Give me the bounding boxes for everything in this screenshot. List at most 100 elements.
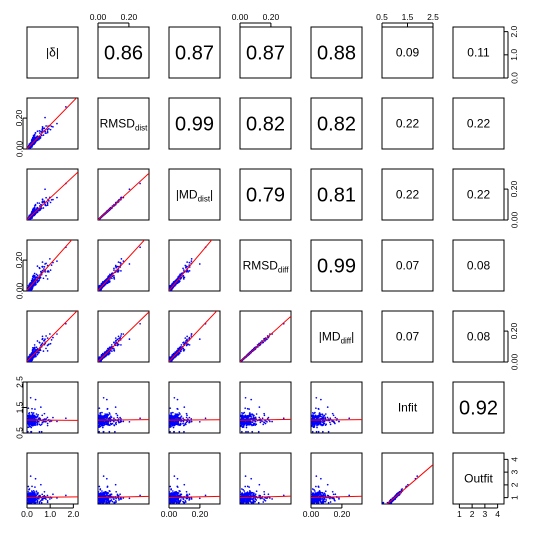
panel-frame — [239, 239, 292, 292]
scatter-point — [117, 497, 120, 500]
scatter-point — [36, 415, 39, 418]
scatter-point — [105, 493, 108, 495]
scatter-point — [102, 424, 105, 427]
scatter-point — [45, 274, 47, 277]
scatter-point — [112, 274, 115, 277]
scatter-point — [324, 413, 327, 415]
scatter-point — [41, 198, 44, 201]
scatter-point — [139, 494, 141, 497]
scatter-point — [36, 135, 39, 138]
scatter-point — [190, 418, 193, 420]
scatter-point — [46, 337, 49, 339]
scatter-point — [31, 494, 33, 496]
panel-r0-c3: 0.87 — [239, 26, 292, 79]
scatter-point — [186, 261, 188, 263]
panel-frame — [168, 310, 221, 363]
scatter-point — [176, 398, 179, 401]
scatter-point — [42, 277, 45, 280]
scatter-point — [311, 412, 314, 414]
panel-r1-c0 — [26, 97, 79, 150]
scatter-point — [99, 423, 102, 426]
scatter-point — [115, 497, 117, 500]
scatter-point — [104, 413, 106, 415]
scatter-point — [29, 493, 32, 496]
scatter-point — [100, 420, 103, 422]
scatter-point — [316, 424, 318, 427]
scatter-point — [250, 398, 253, 401]
scatter-point — [102, 281, 105, 283]
scatter-point — [40, 430, 43, 433]
scatter-point — [242, 423, 244, 426]
scatter-point — [113, 269, 115, 271]
scatter-point — [116, 493, 119, 496]
correlation-value: 0.22 — [467, 188, 491, 202]
scatter-point — [104, 421, 106, 424]
scatter-point — [118, 499, 120, 501]
panel-r5-c1 — [97, 381, 150, 434]
scatter-point — [261, 420, 263, 423]
panel-r4-c1 — [97, 310, 150, 363]
panel-r3-c1 — [97, 239, 150, 292]
scatter-point — [46, 201, 49, 204]
scatter-point — [114, 483, 117, 486]
scatter-point — [241, 421, 244, 424]
scatter-point — [318, 413, 321, 415]
scatter-point — [109, 420, 112, 423]
scatter-point — [98, 501, 101, 504]
scatter-point — [107, 347, 109, 350]
panel-r3-c5: 0.07 — [381, 239, 434, 292]
scatter-point — [40, 483, 42, 486]
scatter-point — [122, 260, 125, 262]
scatter-point — [240, 425, 242, 428]
panel-frame — [26, 26, 79, 79]
scatter-point — [43, 266, 46, 268]
scatter-point — [182, 417, 184, 420]
scatter-point — [33, 142, 35, 145]
scatter-point — [42, 420, 45, 423]
scatter-point — [41, 269, 44, 272]
scatter-point — [35, 346, 38, 349]
correlation-value: 0.11 — [467, 46, 490, 60]
scatter-point — [315, 430, 318, 433]
scatter-point — [258, 406, 261, 408]
scatter-point — [243, 411, 246, 414]
scatter-point — [44, 116, 46, 119]
scatter-point — [31, 217, 33, 219]
scatter-point — [311, 417, 314, 420]
scatter-point — [173, 396, 176, 399]
scatter-point — [188, 270, 191, 272]
scatter-point — [36, 281, 39, 284]
scatter-point — [101, 426, 104, 429]
panel-r0-c1: 0.86 — [97, 26, 150, 79]
panel-frame — [310, 239, 363, 292]
scatter-point — [173, 424, 176, 427]
scatter-point — [46, 350, 49, 352]
scatter-point — [102, 353, 105, 355]
panel-frame — [239, 381, 292, 434]
scatter-point — [109, 490, 111, 493]
scatter-point — [44, 132, 47, 134]
scatter-point — [56, 420, 58, 423]
scatter-point — [29, 423, 32, 426]
scatter-point — [44, 204, 47, 206]
scatter-point — [175, 415, 178, 418]
panel-r6-c2 — [168, 452, 221, 505]
scatter-point — [171, 420, 174, 422]
panel-r0-c4: 0.88 — [310, 26, 363, 79]
scatter-point — [316, 426, 318, 429]
scatter-point — [109, 493, 112, 496]
scatter-point — [29, 396, 32, 399]
scatter-point — [115, 421, 117, 424]
scatter-point — [32, 351, 34, 354]
scatter-point — [49, 201, 52, 204]
scatter-point — [331, 420, 334, 423]
regression-line — [27, 171, 78, 220]
scatter-point — [102, 493, 105, 496]
scatter-point — [169, 426, 172, 428]
scatter-point — [31, 407, 33, 410]
scatter-point — [252, 417, 255, 419]
scatter-point — [42, 134, 45, 136]
scatter-point — [120, 344, 122, 346]
scatter-point — [183, 430, 185, 433]
scatter-point — [46, 204, 49, 207]
